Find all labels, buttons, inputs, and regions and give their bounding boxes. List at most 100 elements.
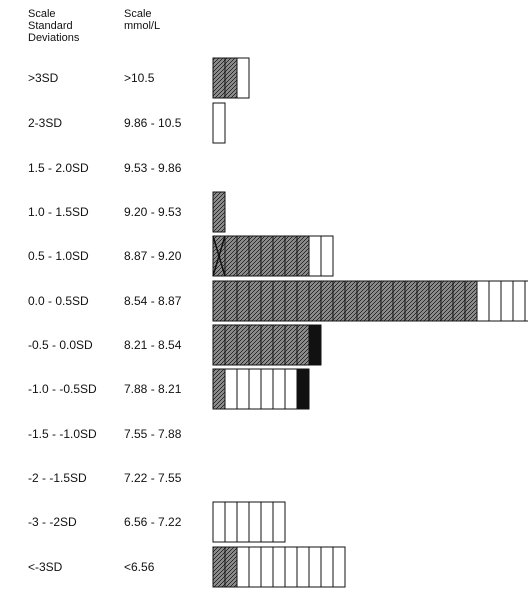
sd-row-label: -2 - -1.5SD <box>28 471 87 485</box>
histogram-cell <box>236 546 250 588</box>
histogram-cell <box>260 501 274 543</box>
cell-cross-mark <box>212 235 226 277</box>
histogram-cell <box>224 501 238 543</box>
histogram-cell <box>212 191 226 233</box>
histogram-cell <box>212 546 226 588</box>
histogram-cell <box>236 57 250 99</box>
mmol-row-label: 7.88 - 8.21 <box>124 382 182 396</box>
histogram-cell <box>344 280 358 322</box>
sd-row-label: 1.0 - 1.5SD <box>28 205 89 219</box>
histogram-cell <box>380 280 394 322</box>
histogram-cell <box>248 324 262 366</box>
mmol-row-label: 8.54 - 8.87 <box>124 294 182 308</box>
histogram-cell <box>284 324 298 366</box>
histogram-cell <box>248 368 262 410</box>
mmol-row-label: 8.87 - 9.20 <box>124 249 182 263</box>
histogram-cell <box>284 546 298 588</box>
sd-row-label: 0.5 - 1.0SD <box>28 249 89 263</box>
mmol-scale-header: Scale mmol/L <box>124 8 161 32</box>
histogram-cell <box>500 280 514 322</box>
histogram-cell <box>272 280 286 322</box>
histogram-cell <box>260 280 274 322</box>
histogram-cell <box>284 235 298 277</box>
histogram-cell <box>224 546 238 588</box>
histogram-cell <box>320 280 334 322</box>
mmol-row-label: 8.21 - 8.54 <box>124 338 182 352</box>
mmol-row-label: <6.56 <box>124 560 155 574</box>
mmol-row-label: 9.20 - 9.53 <box>124 205 182 219</box>
mmol-row-label: >10.5 <box>124 71 155 85</box>
histogram-cell <box>308 280 322 322</box>
histogram-cell <box>212 102 226 144</box>
histogram-cell <box>236 280 250 322</box>
histogram-cell <box>296 546 310 588</box>
histogram-cell <box>416 280 430 322</box>
histogram-cell <box>236 368 250 410</box>
histogram-cell <box>284 368 298 410</box>
histogram-cell <box>224 368 238 410</box>
histogram-cell <box>248 235 262 277</box>
histogram-cell <box>248 501 262 543</box>
histogram-cell <box>320 546 334 588</box>
histogram-cell <box>296 235 310 277</box>
histogram-cell <box>212 324 226 366</box>
histogram-cell <box>512 280 526 322</box>
histogram-cell <box>212 368 226 410</box>
histogram-cell <box>224 280 238 322</box>
sd-row-label: 1.5 - 2.0SD <box>28 161 89 175</box>
mmol-row-label: 9.86 - 10.5 <box>124 116 182 130</box>
histogram-cell <box>320 235 334 277</box>
mmol-row-label: 7.22 - 7.55 <box>124 471 182 485</box>
sd-row-label: 2-3SD <box>28 116 63 130</box>
histogram-cell <box>356 280 370 322</box>
mmol-row-label: 7.55 - 7.88 <box>124 427 182 441</box>
sd-scale-header: Scale Standard Deviations <box>28 8 80 44</box>
histogram-cell <box>308 324 322 366</box>
sd-row-label: -0.5 - 0.0SD <box>28 338 93 352</box>
histogram-cell <box>260 546 274 588</box>
mmol-row-label: 6.56 - 7.22 <box>124 515 182 529</box>
histogram-cell <box>236 324 250 366</box>
sd-row-label: -3 - -2SD <box>28 515 77 529</box>
sd-row-label: >3SD <box>28 71 59 85</box>
sd-row-label: <-3SD <box>28 560 63 574</box>
histogram-cell <box>464 280 478 322</box>
histogram-cell <box>260 235 274 277</box>
histogram-cell <box>260 368 274 410</box>
sd-row-label: -1.5 - -1.0SD <box>28 427 97 441</box>
histogram-cell <box>272 368 286 410</box>
histogram-cell <box>296 280 310 322</box>
histogram-cell <box>452 280 466 322</box>
sd-row-label: -1.0 - -0.5SD <box>28 382 97 396</box>
histogram-cell <box>332 280 346 322</box>
histogram-cell <box>260 324 274 366</box>
histogram-cell <box>272 235 286 277</box>
histogram-cell <box>296 324 310 366</box>
histogram-cell <box>224 235 238 277</box>
histogram-cell <box>488 280 502 322</box>
histogram-cell <box>308 235 322 277</box>
histogram-cell <box>224 57 238 99</box>
histogram-cell <box>296 368 310 410</box>
histogram-cell <box>272 546 286 588</box>
histogram-cell <box>248 280 262 322</box>
histogram-cell <box>224 324 238 366</box>
sd-row-label: 0.0 - 0.5SD <box>28 294 89 308</box>
histogram-cell <box>428 280 442 322</box>
histogram-cell <box>272 324 286 366</box>
mmol-row-label: 9.53 - 9.86 <box>124 161 182 175</box>
histogram-cell <box>404 280 418 322</box>
histogram-cell <box>368 280 382 322</box>
histogram-cell <box>212 501 226 543</box>
histogram-cell <box>272 501 286 543</box>
histogram-cell <box>524 280 528 322</box>
histogram-cell <box>212 57 226 99</box>
histogram-cell <box>476 280 490 322</box>
histogram-cell <box>212 280 226 322</box>
histogram-cell <box>392 280 406 322</box>
histogram-cell <box>236 235 250 277</box>
histogram-cell <box>236 501 250 543</box>
histogram-cell <box>308 546 322 588</box>
